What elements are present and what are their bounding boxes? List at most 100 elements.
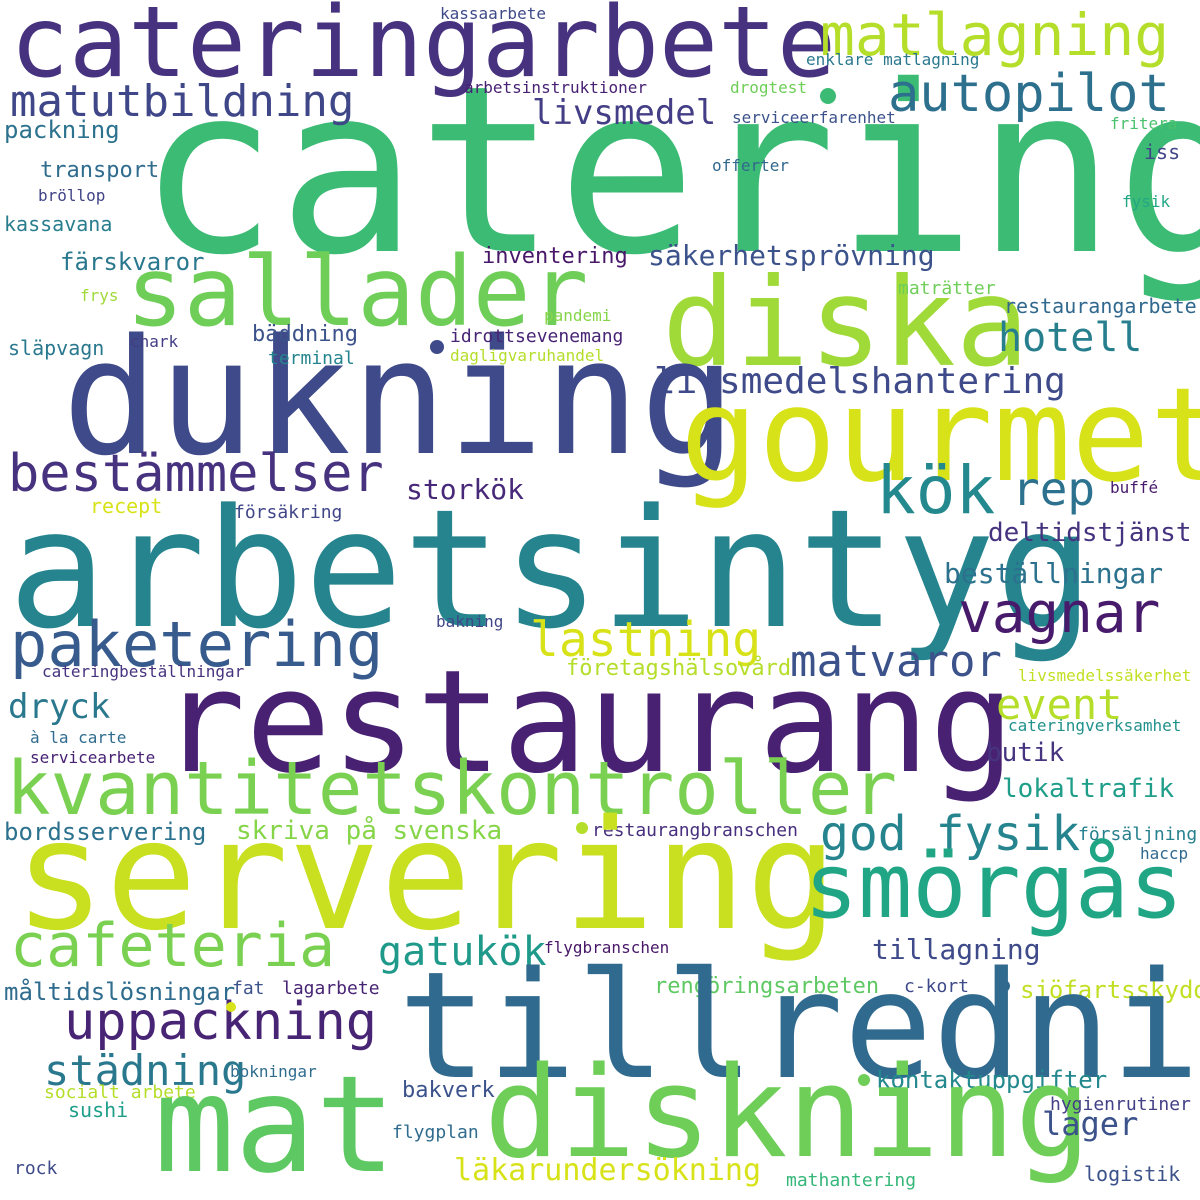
word-restaurang: restaurang xyxy=(160,640,1015,805)
dot xyxy=(998,980,1010,992)
word-tillagning: tillagning xyxy=(872,933,1041,966)
word-sakerhetsprovning: säkerhetsprövning xyxy=(648,239,935,272)
word-vagnar: vagnar xyxy=(958,581,1161,646)
word-c-kort: c-kort xyxy=(904,976,970,997)
word-sushi: sushi xyxy=(68,1098,129,1122)
word-cateringverksamhet: cateringverksamhet xyxy=(1008,716,1182,735)
word-stadning: städning xyxy=(44,1046,247,1095)
word-offerter: offerter xyxy=(712,156,790,175)
word-flygbranschen: flygbranschen xyxy=(544,938,670,957)
word-maltidslosningar: måltidslösningar xyxy=(4,978,236,1006)
dot xyxy=(226,1002,236,1012)
word-slapvagn: släpvagn xyxy=(8,336,105,360)
dot xyxy=(820,88,836,104)
word-forsakring: försäkring xyxy=(234,502,343,523)
word-storkok: storkök xyxy=(406,473,525,506)
word-mat: mat xyxy=(154,1047,397,1200)
word-farskvaror: färskvaror xyxy=(60,248,205,276)
word-diskning: diskning xyxy=(484,1039,1091,1186)
word-forsaljning: försäljning xyxy=(1078,824,1198,845)
word-restaurangbranschen: restaurangbranschen xyxy=(592,820,798,841)
word-haccp: haccp xyxy=(1140,844,1189,863)
word-dukning: dukning xyxy=(62,304,737,491)
word-rengoringsarbeten: rengöringsarbeten xyxy=(654,974,880,999)
word-hygienrutiner: hygienrutiner xyxy=(1050,1094,1191,1115)
word-deltidstjanst: deltidstjänst xyxy=(988,518,1192,548)
word-livsmedelshantering: livsmedelshantering xyxy=(654,361,1066,402)
word-buffe: buffé xyxy=(1110,478,1159,497)
dot xyxy=(430,340,444,354)
word-terminal: terminal xyxy=(268,348,355,369)
word-matratter: maträtter xyxy=(898,278,996,299)
word-inventering: inventering xyxy=(482,244,628,269)
word-socialt-arbete: socialt arbete xyxy=(44,1082,196,1103)
word-transport: transport xyxy=(40,158,160,183)
word-lager: lager xyxy=(1042,1105,1139,1143)
word-rep: rep xyxy=(1012,462,1096,516)
word-cafeteria: cafeteria xyxy=(10,911,336,981)
word-iss: iss xyxy=(1144,140,1181,164)
word-pandemi: pandemi xyxy=(544,306,612,325)
word-bakverk: bakverk xyxy=(402,1078,495,1103)
word-a-la-carte: à la carte xyxy=(30,728,127,747)
word-matlagning: matlagning xyxy=(820,1,1170,69)
word-brollop: bröllop xyxy=(38,186,106,205)
dot xyxy=(576,822,588,834)
dot xyxy=(858,1074,870,1086)
word-logistik: logistik xyxy=(1084,1162,1181,1186)
word-kok: kök xyxy=(876,452,996,529)
word-lokaltrafik: lokaltrafik xyxy=(1002,774,1175,804)
word-sallader: sallader xyxy=(126,236,589,348)
word-cateringbestallningar: cateringbeställningar xyxy=(42,662,245,681)
word-kontaktuppgifter: kontaktuppgifter xyxy=(876,1066,1108,1094)
word-matutbildning: matutbildning xyxy=(10,76,355,127)
word-restaurangarbete: restaurangarbete xyxy=(1004,294,1197,318)
word-serviceerfarenhet: serviceerfarenhet xyxy=(732,108,896,127)
word-smorgas: smörgås xyxy=(804,834,1184,939)
word-matvaror: matvaror xyxy=(790,636,1002,687)
word-gourmet: gourmet xyxy=(680,359,1200,511)
word-dryck: dryck xyxy=(8,687,111,727)
word-gatukok: gatukök xyxy=(378,929,547,975)
word-bordsservering: bordsservering xyxy=(4,818,207,846)
word-butik: butik xyxy=(986,738,1065,768)
word-enklare-matlagning: enklare matlagning xyxy=(806,50,980,69)
word-packning: packning xyxy=(4,116,120,144)
word-frys: frys xyxy=(80,286,119,305)
word-kvantitetskontroller: kvantitetskontroller xyxy=(6,746,898,832)
word-baddning: bäddning xyxy=(252,322,358,347)
word-recept: recept xyxy=(90,494,163,518)
word-servicearbete: servicearbete xyxy=(30,748,156,767)
word-catering: catering xyxy=(138,36,1200,306)
word-fysik: fysik xyxy=(1122,192,1171,211)
word-flygplan: flygplan xyxy=(392,1122,479,1143)
word-rock: rock xyxy=(14,1158,58,1179)
word-mathantering: mathantering xyxy=(786,1170,917,1191)
word-paketering: paketering xyxy=(10,608,384,681)
word-drogtest: drogtest xyxy=(730,78,808,97)
word-idrottsevenemang: idrottsevenemang xyxy=(450,326,624,347)
word-arbetsintyg: arbetsintyg xyxy=(8,474,1095,665)
word-bokningar: bokningar xyxy=(230,1062,317,1081)
word-arbetsinstruktioner: arbetsinstruktioner xyxy=(464,78,648,97)
word-fat: fat xyxy=(232,978,265,999)
word-lakarundersokning: läkarundersökning xyxy=(454,1153,762,1188)
word-servering: servering xyxy=(14,787,838,964)
word-bestallningar: beställningar xyxy=(944,557,1164,590)
word-fritera: fritera xyxy=(1110,114,1178,133)
word-chark: chark xyxy=(130,332,179,351)
word-kassaarbete: kassaarbete xyxy=(440,4,546,23)
word-tillredning: tillredning xyxy=(398,940,1200,1112)
word-cateringarbete: cateringarbete xyxy=(10,0,837,100)
word-autopilot: autopilot xyxy=(888,64,1170,124)
word-event: event xyxy=(996,680,1123,729)
word-livsmedelssakerhet: livsmedelssäkerhet xyxy=(1018,666,1192,685)
word-lagarbete: lagarbete xyxy=(282,978,380,999)
word-livsmedel: livsmedel xyxy=(532,93,717,133)
word-uppackning: uppackning xyxy=(64,992,378,1052)
word-skriva-pa-svenska: skriva på svenska xyxy=(236,816,503,846)
word-diska: diska xyxy=(662,252,1030,394)
word-kassavana: kassavana xyxy=(4,212,113,236)
word-hotell: hotell xyxy=(998,315,1143,361)
